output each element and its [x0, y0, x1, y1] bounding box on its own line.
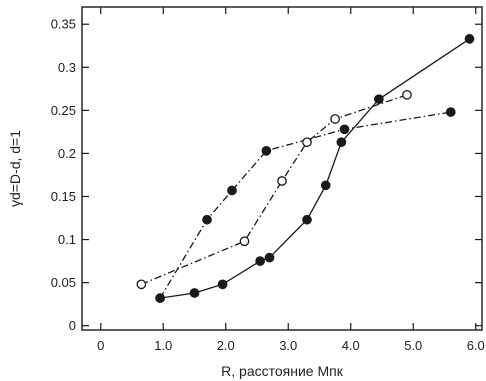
- y-tick-label: 0.25: [51, 103, 76, 118]
- series-1-point: [374, 94, 384, 105]
- series-1-point: [264, 252, 275, 263]
- series-1-point: [336, 137, 347, 148]
- x-tick-label: 0: [97, 338, 104, 353]
- y-tick-label: 0.15: [51, 189, 76, 204]
- series-1-point: [464, 34, 475, 44]
- series-3-point: [136, 279, 147, 290]
- series-3-line: [141, 94, 408, 285]
- series-3-point: [330, 114, 340, 124]
- series-2-point: [261, 145, 272, 156]
- x-axis-label: R, расстояние Мпк: [221, 363, 344, 379]
- y-tick-label: 0.05: [51, 275, 76, 290]
- x-tick-label: 5.0: [404, 338, 422, 353]
- x-tick-label: 2.0: [217, 338, 235, 353]
- y-axis-label: γd=D-d, d=1: [7, 130, 23, 207]
- y-tick-label: 0.1: [58, 232, 76, 247]
- series-2-line: [159, 111, 451, 299]
- y-tick-label: 0.35: [51, 17, 76, 32]
- y-tick-label: 0.3: [58, 60, 76, 75]
- y-tick-label: 0: [69, 318, 76, 333]
- series-2-point: [155, 293, 165, 303]
- axis-ticks: 0 1.0 2.0 3.0 4.0 5.0 6.0 0 0.05 0.1 0.15 0.2 0.25 0.…: [51, 7, 485, 353]
- series-3-point: [239, 236, 250, 247]
- y-tick-label: 0.2: [58, 146, 76, 161]
- x-tick-label: 3.0: [279, 338, 297, 353]
- x-tick-label: 1.0: [154, 338, 172, 353]
- series-2-point: [445, 107, 456, 117]
- series-lines: [141, 38, 470, 299]
- x-tick-label: 4.0: [342, 338, 360, 353]
- series-1-point: [189, 288, 200, 298]
- series-2-point: [202, 214, 212, 225]
- plot-frame: [81, 6, 483, 331]
- x-tick-label: 6.0: [467, 338, 485, 353]
- series-1-point: [255, 256, 265, 266]
- series-1-line: [160, 38, 470, 299]
- series-1-point: [302, 214, 312, 225]
- series-3-point: [277, 176, 287, 186]
- series-1-point: [217, 279, 228, 290]
- series-2-point: [227, 185, 237, 196]
- series-2-point: [339, 124, 350, 135]
- series-1-point: [320, 180, 331, 191]
- plot-area-frame: [81, 6, 483, 331]
- series-3-point: [402, 90, 412, 100]
- series-markers: [136, 34, 475, 303]
- series-3-point: [302, 137, 312, 148]
